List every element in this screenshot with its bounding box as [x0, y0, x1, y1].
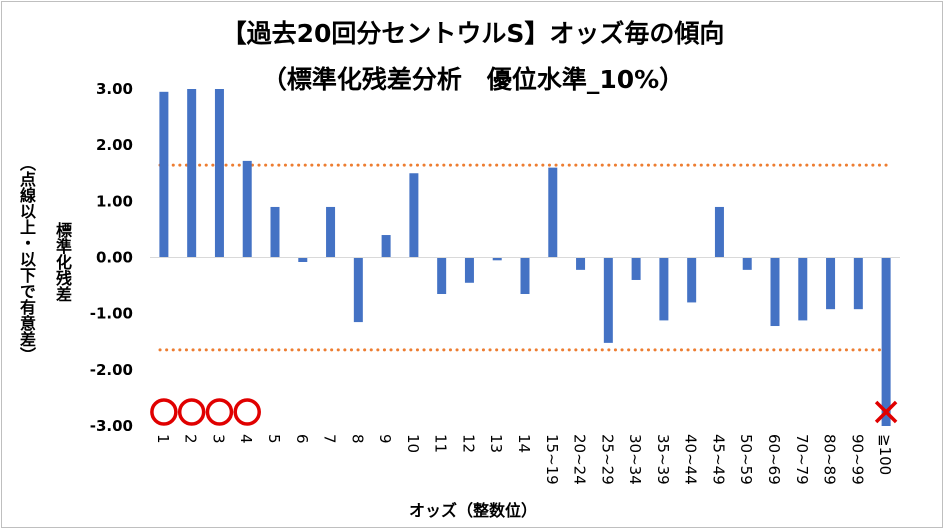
bar-2 [187, 89, 197, 258]
bar-11 [437, 257, 447, 295]
x-tick-label: 4 [237, 434, 255, 444]
y-tick-label: -2.00 [90, 361, 133, 379]
x-tick-label: 30~34 [626, 434, 644, 485]
bar-25 [826, 257, 836, 310]
circle-marker [233, 398, 261, 426]
bar-10 [409, 173, 419, 258]
x-tick-label: 35~39 [654, 434, 672, 485]
bar-22 [742, 257, 752, 270]
x-tick-label: 15~19 [543, 434, 561, 485]
bar-17 [603, 257, 613, 343]
x-tick-label: 90~99 [848, 434, 866, 485]
y-tick-label: 2.00 [96, 136, 133, 154]
bar-23 [770, 257, 780, 327]
x-tick-label: 50~59 [737, 434, 755, 485]
x-tick-label: 2 [182, 434, 200, 444]
x-tick-label: 13 [487, 434, 505, 453]
x-tick-label: 5 [265, 434, 283, 444]
y-tick-label: -1.00 [90, 305, 133, 323]
x-tick-label: 12 [459, 434, 477, 453]
y-axis-label: 標準化残差 [53, 222, 72, 302]
bar-5 [270, 206, 280, 258]
circle-marker [205, 398, 234, 426]
bar-3 [214, 89, 224, 258]
bar-14 [520, 257, 530, 295]
x-tick-label: 70~79 [793, 434, 811, 485]
x-tick-label: 40~44 [682, 434, 700, 485]
bar-12 [464, 257, 474, 283]
bar-27 [881, 257, 891, 426]
bar-20 [687, 257, 697, 303]
y-tick-label: 1.00 [96, 192, 133, 210]
bar-13 [492, 257, 502, 261]
circle-marker [150, 398, 178, 426]
cross-marker [874, 400, 898, 424]
chart-subtitle: （標準化残差分析 優位水準_10%） [261, 65, 685, 94]
y-tick-label: 0.00 [96, 249, 133, 267]
bar-6 [298, 257, 308, 262]
circle-marker [177, 398, 206, 426]
x-tick-label: 45~49 [709, 434, 727, 485]
x-tick-label: 20~24 [571, 434, 589, 485]
x-tick-label: 6 [293, 434, 311, 444]
x-tick-label: 14 [515, 434, 533, 453]
x-tick-label: 9 [376, 434, 394, 444]
bar-19 [659, 257, 669, 321]
bar-9 [381, 235, 391, 258]
x-tick-label: 60~69 [765, 434, 783, 485]
y-axis-sublabel: （点線以上・以下で有意差） [17, 155, 36, 363]
bar-18 [631, 257, 641, 280]
bar-8 [353, 257, 363, 323]
x-axis-label: オッズ（整数位） [408, 501, 537, 520]
bar-24 [798, 257, 808, 321]
x-tick-label: 80~89 [821, 434, 839, 485]
x-tick-label: 1 [154, 434, 172, 444]
x-tick-label: 10 [404, 434, 422, 453]
x-tick-label: 11 [432, 434, 450, 453]
x-tick-label: 7 [321, 434, 339, 444]
bar-1 [159, 91, 169, 258]
bar-21 [714, 206, 724, 258]
bar-26 [853, 257, 863, 310]
x-tick-label: 3 [209, 434, 227, 444]
bar-7 [326, 206, 336, 258]
bar-16 [576, 257, 586, 270]
x-tick-label: ≧100 [876, 434, 894, 475]
y-tick-label: 3.00 [96, 80, 133, 98]
bar-15 [548, 167, 558, 258]
x-tick-label: 25~29 [598, 434, 616, 485]
bar-4 [242, 160, 252, 258]
y-tick-label: -3.00 [90, 417, 133, 435]
x-tick-label: 8 [348, 434, 366, 444]
chart-title: 【過去20回分セントウルS】オッズ毎の傾向 [221, 19, 725, 48]
